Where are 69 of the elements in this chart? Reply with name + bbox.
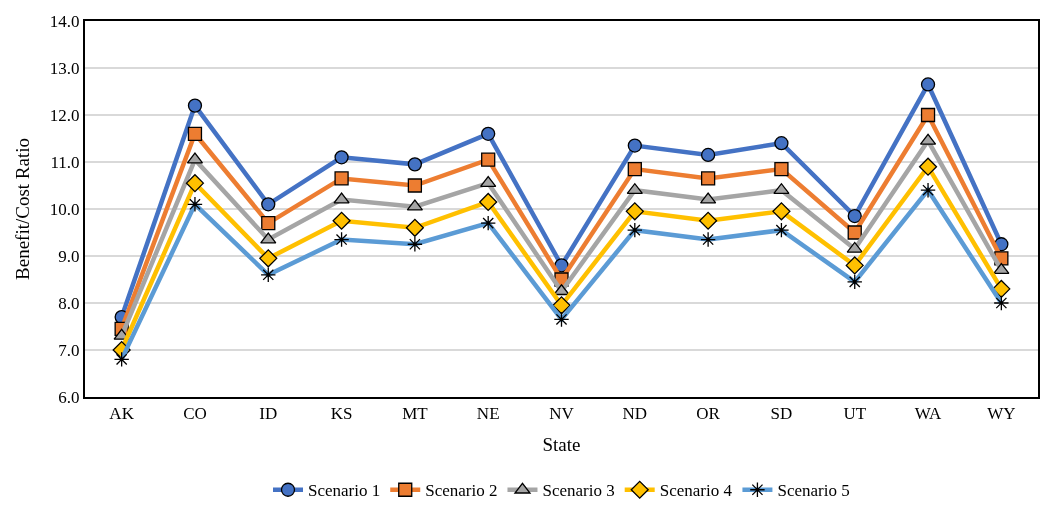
legend-label: Scenario 4 [659, 481, 733, 501]
point [481, 126, 496, 141]
legend-label: Scenario 3 [542, 481, 615, 501]
y-tick-label: 6.0 [58, 387, 80, 407]
x-tick-label: WA [914, 404, 942, 424]
x-tick-label: ID [259, 404, 278, 424]
point [407, 157, 423, 172]
y-tick-label: 12.0 [49, 105, 80, 125]
y-tick-label: 14.0 [49, 11, 80, 31]
point [700, 147, 716, 163]
point [918, 157, 938, 176]
point [846, 241, 863, 253]
x-tick-label: OR [696, 404, 721, 424]
point [845, 256, 864, 275]
point [187, 126, 203, 141]
point [552, 296, 571, 315]
point [920, 77, 936, 92]
y-tick-label: 9.0 [58, 246, 80, 266]
legend-label: Scenario 2 [425, 481, 498, 501]
point [259, 249, 278, 268]
point [699, 211, 718, 230]
point [773, 183, 790, 195]
y-tick-label: 7.0 [58, 340, 80, 360]
point [260, 232, 277, 244]
point [993, 262, 1010, 274]
point [700, 171, 716, 186]
y-tick-label: 10.0 [49, 199, 80, 219]
point [479, 192, 498, 212]
point [992, 279, 1011, 298]
point [626, 183, 643, 195]
x-axis-title: State [542, 433, 581, 455]
point [405, 218, 424, 237]
y-tick-label: 11.0 [50, 152, 80, 172]
y-axis-title: Benefit/Cost Ratio [12, 138, 34, 280]
point [774, 136, 789, 151]
point [480, 176, 497, 188]
point [332, 211, 351, 230]
point [261, 197, 276, 212]
x-tick-label: UT [843, 404, 867, 424]
point [772, 202, 791, 221]
x-tick-label: SD [770, 404, 793, 424]
x-tick-label: CO [183, 404, 207, 424]
point [187, 98, 203, 113]
point [774, 161, 789, 177]
point [481, 152, 496, 167]
x-tick-label: ND [622, 404, 648, 424]
x-tick-label: MT [402, 404, 429, 424]
point [261, 215, 276, 231]
point [627, 138, 642, 153]
point [847, 208, 862, 224]
legend-label: Scenario 1 [308, 481, 381, 501]
point [334, 150, 349, 165]
point [334, 171, 349, 186]
x-tick-label: NE [476, 404, 500, 424]
y-tick-label: 13.0 [49, 58, 80, 78]
legend-label: Scenario 5 [777, 481, 850, 501]
point [185, 174, 205, 193]
x-tick-label: NV [549, 404, 575, 424]
point [553, 284, 570, 296]
x-tick-label: WY [987, 404, 1016, 424]
point [625, 202, 644, 221]
y-tick-label: 8.0 [58, 293, 80, 313]
point [333, 192, 350, 204]
x-tick-label: KS [330, 404, 353, 424]
point [407, 178, 423, 193]
x-tick-label: AK [109, 404, 135, 424]
point [920, 107, 936, 123]
point [627, 161, 642, 177]
point [847, 225, 862, 240]
